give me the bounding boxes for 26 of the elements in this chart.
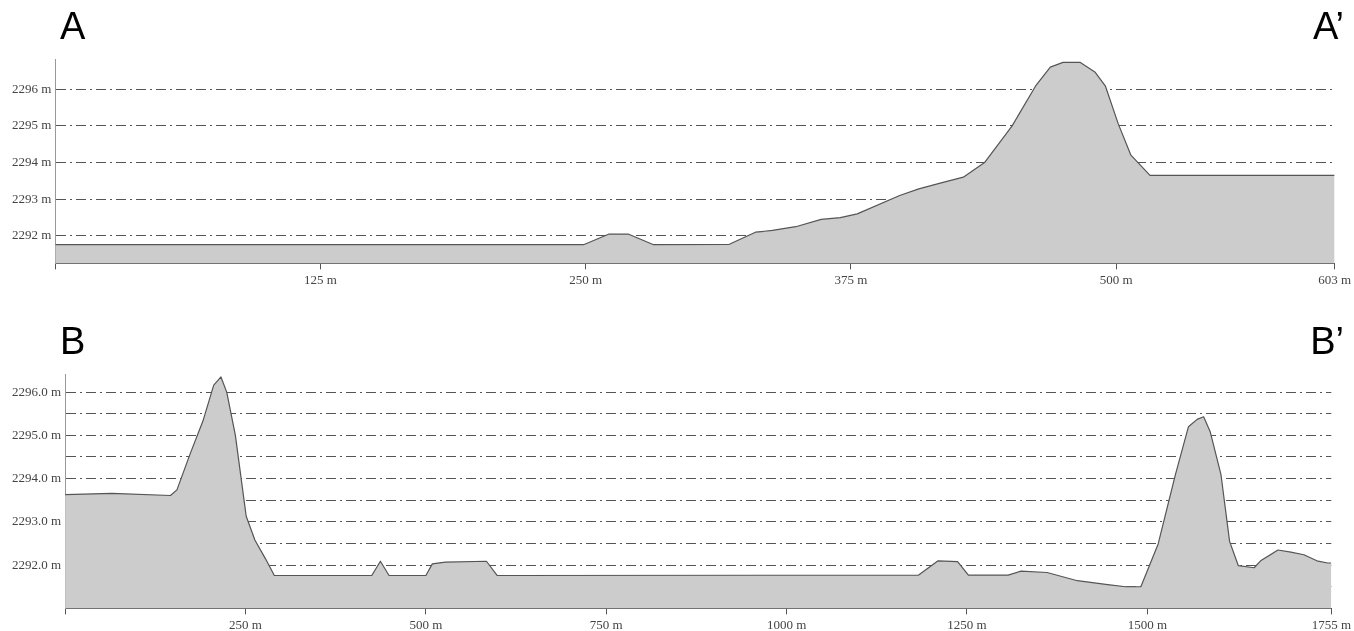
x-tick-label: 500 m xyxy=(409,616,443,631)
x-tick-label: 500 m xyxy=(1099,271,1133,287)
x-tick-label: 250 m xyxy=(229,616,262,631)
text: A’ xyxy=(1313,5,1344,47)
x-tick-label: 1755 m xyxy=(1311,616,1352,631)
x-tick-label: 250 m xyxy=(569,271,603,287)
y-tick-label: 2295 m xyxy=(11,117,52,133)
y-tick-label: 2294.0 m xyxy=(11,470,62,486)
x-tick-label: 125 m xyxy=(304,271,337,287)
x-tick-label: 375 m xyxy=(834,271,868,287)
x-tick-label: 1500 m xyxy=(1127,616,1168,631)
y-tick-label: 2292.0 m xyxy=(11,556,62,572)
text: B xyxy=(60,320,86,362)
x-tick-label: 750 m xyxy=(589,616,623,631)
y-tick-label: 2292 m xyxy=(11,227,52,243)
y-tick-label: 2293 m xyxy=(11,190,52,206)
y-tick-label: 2293.0 m xyxy=(11,513,62,529)
y-tick-label: 2294 m xyxy=(11,153,52,169)
text: A xyxy=(60,5,86,47)
text: B’ xyxy=(1310,320,1344,362)
y-tick-label: 2296 m xyxy=(11,80,52,96)
y-tick-label: 2295.0 m xyxy=(11,426,62,442)
x-tick-label: 1000 m xyxy=(766,616,807,631)
y-tick-label: 2296.0 m xyxy=(11,383,62,399)
x-tick-label: 603 m xyxy=(1318,271,1352,287)
x-tick-label: 1250 m xyxy=(947,616,987,631)
